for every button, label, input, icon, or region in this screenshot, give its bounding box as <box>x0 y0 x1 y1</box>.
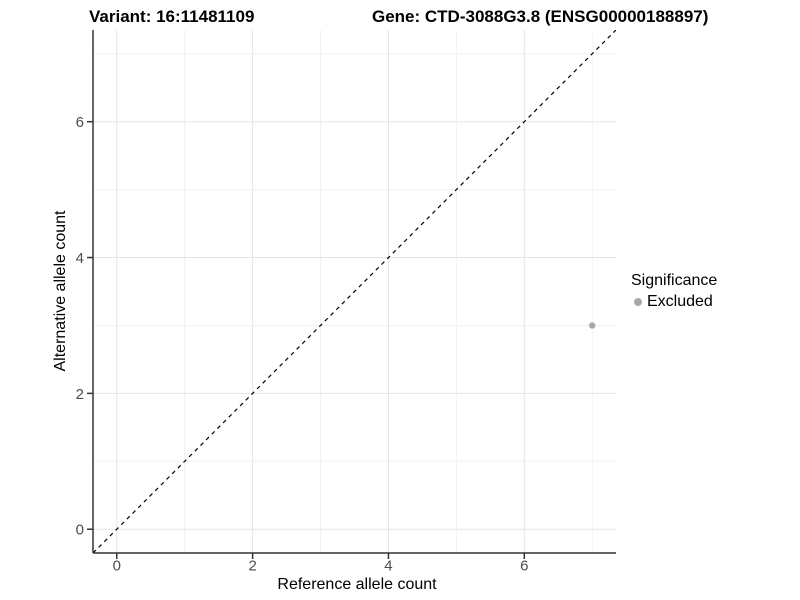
x-tick-label: 6 <box>520 558 528 575</box>
gene-title: Gene: CTD-3088G3.8 (ENSG00000188897) <box>372 7 709 26</box>
x-axis-title: Reference allele count <box>277 576 437 593</box>
x-tick-label: 2 <box>248 558 256 575</box>
legend: Significance Excluded <box>631 272 717 311</box>
y-tick-label: 6 <box>76 114 84 131</box>
x-tick-label: 0 <box>113 558 121 575</box>
data-point <box>589 322 596 329</box>
x-tick-label: 4 <box>384 558 392 575</box>
y-tick-label: 2 <box>76 386 84 403</box>
variant-title: Variant: 16:11481109 <box>89 7 255 26</box>
y-tick-label: 4 <box>76 250 84 267</box>
legend-entry-label: Excluded <box>647 293 713 310</box>
legend-title: Significance <box>631 272 718 289</box>
excluded-point-icon <box>634 298 642 306</box>
y-axis-title: Alternative allele count <box>52 210 69 372</box>
identity-line <box>93 30 616 553</box>
y-tick-label: 0 <box>76 522 84 539</box>
legend-entry-excluded: Excluded <box>631 293 717 311</box>
